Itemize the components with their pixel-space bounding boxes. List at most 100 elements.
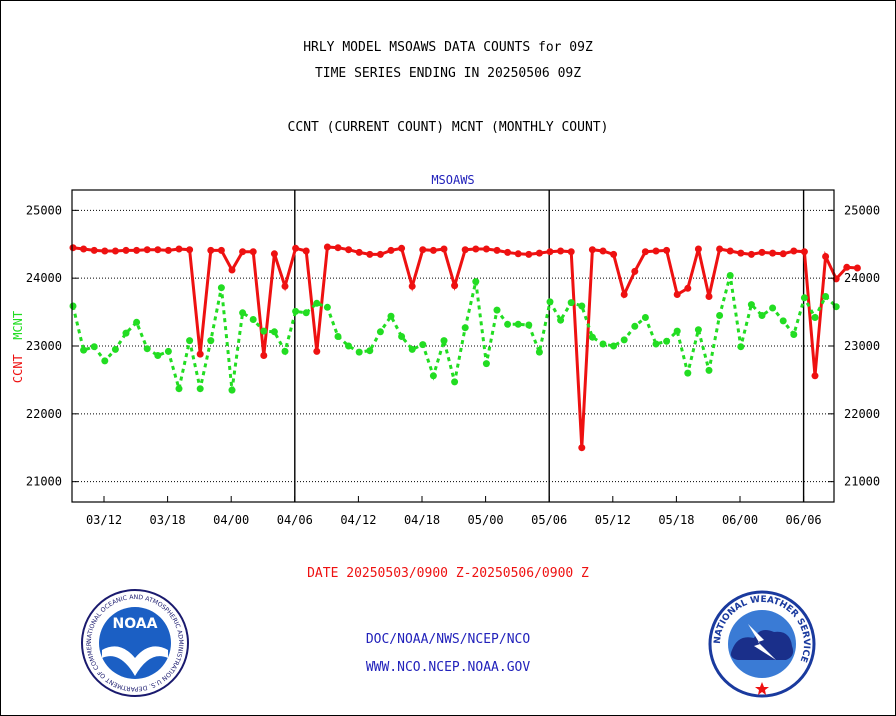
y-axis-label-mcnt: MCNT xyxy=(11,310,26,340)
x-tick-label: 03/18 xyxy=(150,513,186,527)
data-point-ccnt xyxy=(493,246,501,254)
data-point-ccnt xyxy=(652,247,660,255)
data-point-mcnt xyxy=(673,327,681,335)
website-link[interactable]: WWW.NCO.NCEP.NOAA.GOV xyxy=(365,660,531,675)
chart-title-line1: HRLY MODEL MSOAWS DATA COUNTS for 09Z xyxy=(303,40,593,55)
data-point-mcnt xyxy=(164,347,172,355)
data-point-mcnt xyxy=(641,314,649,321)
data-point-mcnt xyxy=(334,333,342,340)
data-point-ccnt xyxy=(164,246,172,254)
data-point-mcnt xyxy=(758,312,766,319)
data-point-ccnt xyxy=(334,244,342,252)
data-point-mcnt xyxy=(705,366,713,374)
data-point-ccnt xyxy=(302,247,310,255)
data-point-ccnt xyxy=(90,246,98,254)
data-point-mcnt xyxy=(493,306,501,314)
y-tick-label-right: 21000 xyxy=(844,475,880,489)
data-point-ccnt xyxy=(800,248,808,256)
data-point-mcnt xyxy=(133,318,141,326)
data-point-ccnt xyxy=(737,249,745,257)
data-point-ccnt xyxy=(175,245,183,253)
org-path-text: DOC/NOAA/NWS/NCEP/NCO xyxy=(365,632,531,647)
data-point-ccnt xyxy=(578,444,586,452)
data-point-mcnt xyxy=(747,301,755,309)
data-point-ccnt xyxy=(779,250,787,258)
data-point-ccnt xyxy=(684,284,692,292)
data-point-ccnt xyxy=(451,282,459,290)
data-point-ccnt xyxy=(186,246,194,254)
data-point-mcnt xyxy=(270,328,278,336)
data-point-mcnt xyxy=(408,345,416,353)
data-point-mcnt xyxy=(376,328,384,336)
data-point-mcnt xyxy=(684,369,692,377)
data-point-ccnt xyxy=(122,246,130,254)
data-point-ccnt xyxy=(747,250,755,258)
data-point-ccnt xyxy=(472,245,480,253)
data-point-ccnt xyxy=(461,246,469,254)
data-point-ccnt xyxy=(599,247,607,255)
data-point-mcnt xyxy=(323,303,331,311)
data-point-ccnt xyxy=(260,352,268,359)
data-point-ccnt xyxy=(673,291,681,298)
data-point-mcnt xyxy=(567,299,575,307)
y-tick-label-left: 21000 xyxy=(26,475,62,489)
nws-logo: NATIONAL WEATHER SERVICE xyxy=(708,590,816,698)
data-point-ccnt xyxy=(822,253,830,260)
data-point-ccnt xyxy=(355,248,363,256)
data-point-ccnt xyxy=(588,246,596,254)
data-point-ccnt xyxy=(313,347,321,355)
data-point-mcnt xyxy=(440,337,448,345)
data-point-ccnt xyxy=(217,246,225,254)
noaa-logo: NATIONAL OCEANIC AND ATMOSPHERIC ADMINIS… xyxy=(80,588,189,697)
x-tick-label: 04/06 xyxy=(277,513,313,527)
data-point-ccnt xyxy=(270,250,278,258)
x-tick-label: 04/18 xyxy=(404,513,440,527)
data-point-ccnt xyxy=(292,244,300,252)
data-point-ccnt xyxy=(376,250,384,258)
data-point-ccnt xyxy=(726,247,734,255)
data-point-ccnt xyxy=(641,248,649,256)
data-point-ccnt xyxy=(631,267,639,275)
data-point-mcnt xyxy=(345,342,353,350)
data-point-mcnt xyxy=(281,347,289,355)
data-point-ccnt xyxy=(525,250,533,258)
data-point-mcnt xyxy=(737,343,745,351)
y-tick-label-left: 22000 xyxy=(26,407,62,421)
x-tick-label: 03/12 xyxy=(86,513,122,527)
series-layer xyxy=(69,243,861,452)
data-point-ccnt xyxy=(790,247,798,255)
data-point-mcnt xyxy=(482,360,490,368)
data-point-ccnt xyxy=(228,266,236,274)
data-point-mcnt xyxy=(620,336,628,344)
data-point-mcnt xyxy=(80,346,88,354)
data-point-mcnt xyxy=(101,357,109,365)
data-point-mcnt xyxy=(90,343,98,351)
day-boundary-lines xyxy=(294,190,805,502)
data-point-mcnt xyxy=(186,337,194,345)
data-point-ccnt xyxy=(620,291,628,298)
data-point-mcnt xyxy=(610,342,618,350)
data-point-mcnt xyxy=(811,314,819,321)
data-point-mcnt xyxy=(239,309,247,317)
data-point-ccnt xyxy=(143,246,151,254)
data-point-mcnt xyxy=(822,293,830,300)
data-point-mcnt xyxy=(557,316,565,324)
data-point-mcnt xyxy=(514,320,522,328)
data-point-ccnt xyxy=(482,245,490,253)
y-tick-label-left: 24000 xyxy=(26,271,62,285)
y-axis-label-ccnt: CCNT xyxy=(11,354,26,384)
data-point-mcnt xyxy=(716,312,724,319)
data-point-mcnt xyxy=(398,333,406,340)
data-point-ccnt xyxy=(154,246,162,254)
data-point-mcnt xyxy=(175,385,183,393)
data-point-ccnt xyxy=(610,250,618,258)
data-point-ccnt xyxy=(716,245,724,253)
data-point-ccnt xyxy=(281,282,289,290)
data-point-ccnt xyxy=(429,246,437,254)
data-point-mcnt xyxy=(546,298,554,306)
data-point-mcnt xyxy=(313,299,321,307)
data-point-ccnt xyxy=(69,244,77,252)
data-point-mcnt xyxy=(249,316,257,323)
data-point-ccnt xyxy=(419,246,427,254)
data-point-ccnt xyxy=(249,248,257,256)
